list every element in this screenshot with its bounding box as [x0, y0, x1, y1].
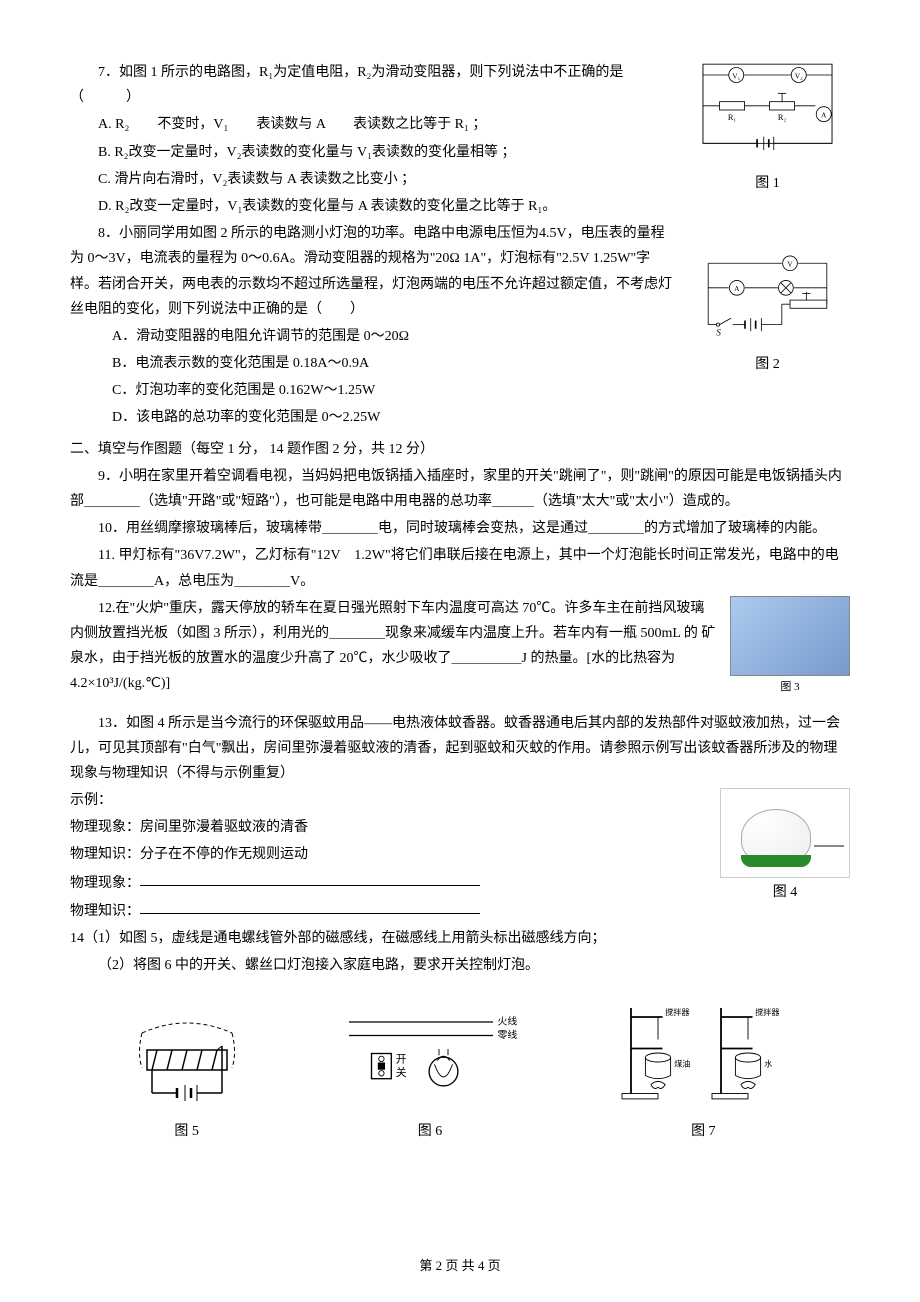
q14-part1: 14（1）如图 5，虚线是通电螺线管外部的磁感线，在磁感线上用箭头标出磁感线方向… — [70, 926, 850, 951]
figure-1-caption: 图 1 — [685, 171, 850, 196]
figure-5-item: 图 5 — [127, 1018, 247, 1144]
figure-7-item: 搅拌器 煤油 搅拌器 水 — [613, 998, 793, 1144]
svg-text:R₂: R₂ — [778, 113, 787, 122]
svg-text:V₂: V₂ — [795, 71, 803, 80]
section-2-title: 二、填空与作图题（每空 1 分， 14 题作图 2 分，共 12 分） — [70, 437, 850, 462]
figure-3-caption: 图 3 — [730, 678, 850, 698]
question-12-block: 图 3 12.在"火炉"重庆，露天停放的轿车在夏日强光照射下车内温度可高达 70… — [70, 596, 850, 699]
svg-text:煤油: 煤油 — [675, 1058, 691, 1068]
svg-text:搅拌器: 搅拌器 — [666, 1007, 690, 1017]
figure-6-caption: 图 6 — [340, 1119, 520, 1144]
svg-text:搅拌器: 搅拌器 — [756, 1007, 780, 1017]
circuit-diagram-2: V A S — [685, 251, 850, 341]
question-7-block: V₁ V₂ R₁ R₂ A — [70, 60, 850, 221]
figure-1-container: V₁ V₂ R₁ R₂ A — [685, 60, 850, 196]
figure-4-container: 图 4 — [720, 788, 850, 905]
svg-text:火线: 火线 — [497, 1015, 517, 1028]
svg-text:A: A — [734, 284, 740, 293]
q13-phenomenon-label: 物理现象： — [70, 875, 140, 890]
q7-option-d: D. R₂改变一定量时，V₁表读数的变化量与 A 表读数的变化量之比等于 R₁。 — [70, 194, 850, 219]
figure-2-caption: 图 2 — [685, 352, 850, 377]
circuit-diagram-1: V₁ V₂ R₁ R₂ A — [685, 60, 850, 160]
svg-text:A: A — [821, 111, 827, 120]
question-8-block: V A S — [70, 221, 850, 433]
svg-text:零线: 零线 — [497, 1028, 517, 1041]
household-circuit-figure: 火线 零线 开 关 — [340, 1008, 520, 1108]
q10-text: 10．用丝绸摩擦玻璃棒后，玻璃棒带＿＿＿＿电，同时玻璃棒会变热，这是通过＿＿＿＿… — [70, 516, 850, 541]
q8-option-d: D．该电路的总功率的变化范围是 0～2.25W — [70, 405, 850, 430]
svg-text:开: 开 — [396, 1053, 407, 1065]
svg-text:关: 关 — [396, 1066, 407, 1079]
q13-knowledge-label: 物理知识： — [70, 903, 140, 918]
car-sunshade-photo — [730, 596, 850, 676]
figure-6-item: 火线 零线 开 关 图 6 — [340, 1008, 520, 1144]
svg-text:R₁: R₁ — [728, 113, 737, 122]
page-footer: 第 2 页 共 4 页 — [0, 1254, 920, 1277]
svg-text:水: 水 — [765, 1058, 773, 1068]
q9-text: 9．小明在家里开着空调看电视，当妈妈把电饭锅插入插座时，家里的开关"跳闸了"，则… — [70, 464, 850, 514]
figure-4-caption: 图 4 — [720, 880, 850, 905]
q13-stem: 13．如图 4 所示是当今流行的环保驱蚊用品——电热液体蚊香器。蚊香器通电后其内… — [70, 711, 850, 787]
q14-part2: （2）将图 6 中的开关、螺丝口灯泡接入家庭电路，要求开关控制灯泡。 — [70, 953, 850, 978]
page-content: V₁ V₂ R₁ R₂ A — [70, 60, 850, 1144]
question-13-block: 13．如图 4 所示是当今流行的环保驱蚊用品——电热液体蚊香器。蚊香器通电后其内… — [70, 711, 850, 926]
q11-text: 11. 甲灯标有"36V7.2W"，乙灯标有"12V 1.2W"将它们串联后接在… — [70, 543, 850, 593]
q13-phenomenon-input[interactable] — [140, 870, 480, 887]
svg-text:S: S — [716, 327, 721, 337]
experiment-setup-figure: 搅拌器 煤油 搅拌器 水 — [613, 998, 793, 1108]
mosquito-device-photo — [720, 788, 850, 878]
solenoid-figure — [127, 1018, 247, 1108]
figure-7-caption: 图 7 — [613, 1119, 793, 1144]
figure-5-caption: 图 5 — [127, 1119, 247, 1144]
figure-3-container: 图 3 — [730, 596, 850, 698]
q13-knowledge-input[interactable] — [140, 898, 480, 915]
q8-option-c: C．灯泡功率的变化范围是 0.162W～1.25W — [70, 378, 850, 403]
svg-text:V: V — [787, 260, 793, 269]
bottom-figures-row: 图 5 火线 零线 开 关 图 6 — [70, 998, 850, 1144]
figure-2-container: V A S — [685, 251, 850, 377]
svg-text:V₁: V₁ — [732, 71, 740, 80]
